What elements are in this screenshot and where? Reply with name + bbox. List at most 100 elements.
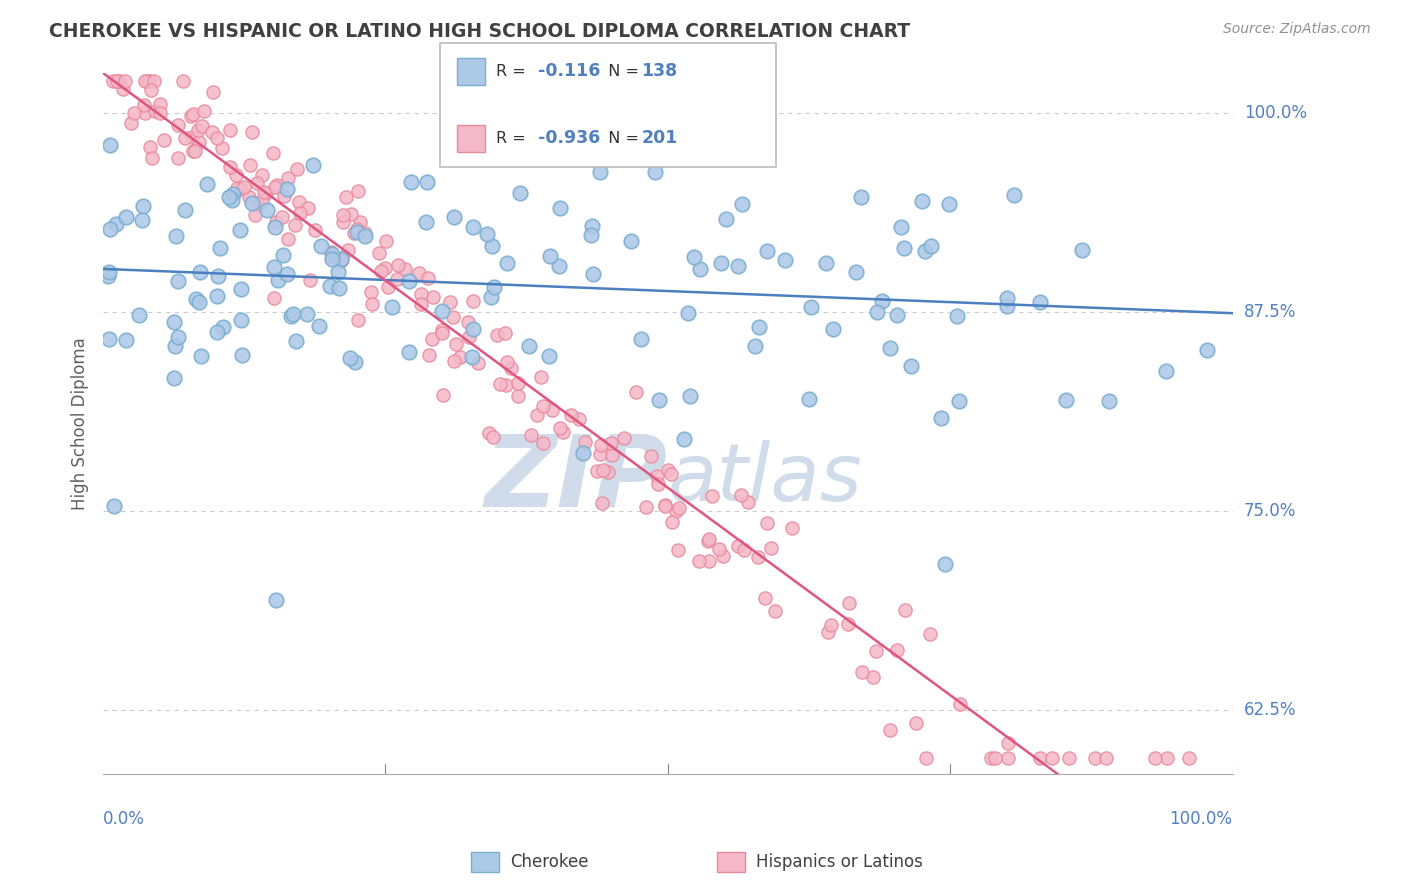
Point (163, 314, 186, 328)
Point (995, 300, 1018, 314)
Point (139, 140, 162, 154)
Point (330, 254, 353, 268)
Point (599, 435, 621, 450)
Point (218, 190, 240, 204)
Point (731, 197, 754, 211)
Point (284, 219, 307, 233)
Point (1197, 343, 1219, 358)
Point (346, 184, 368, 198)
Point (1156, 751, 1178, 765)
Point (553, 425, 575, 439)
Point (264, 219, 287, 234)
Point (697, 532, 720, 546)
Point (744, 339, 766, 353)
Point (180, 109, 202, 123)
Point (273, 189, 295, 203)
Point (238, 189, 260, 203)
Point (682, 251, 704, 265)
Point (929, 410, 952, 425)
Text: 138: 138 (641, 62, 678, 80)
Point (915, 751, 938, 765)
Point (659, 467, 682, 482)
Point (301, 158, 323, 172)
Point (640, 449, 662, 463)
Point (1002, 188, 1025, 202)
Point (250, 194, 273, 209)
Point (239, 159, 262, 173)
Point (340, 207, 363, 221)
Point (191, 119, 214, 133)
Point (814, 256, 837, 270)
Text: 87.5%: 87.5% (1244, 303, 1296, 321)
Point (332, 208, 354, 222)
Point (330, 252, 353, 266)
Point (697, 534, 720, 549)
Point (225, 168, 247, 182)
Point (122, 106, 145, 120)
Point (246, 176, 269, 190)
Point (377, 280, 399, 294)
Point (489, 376, 512, 391)
Point (499, 361, 522, 376)
Point (418, 271, 440, 285)
Point (128, 308, 150, 322)
Text: R =: R = (496, 64, 531, 78)
Point (716, 212, 738, 227)
Point (138, 74, 160, 88)
Point (727, 539, 749, 553)
Y-axis label: High School Diploma: High School Diploma (72, 337, 89, 510)
Text: R =: R = (496, 131, 531, 145)
Point (195, 177, 218, 191)
Point (461, 350, 484, 364)
Point (250, 168, 273, 182)
Point (422, 290, 444, 304)
Point (479, 290, 502, 304)
Point (308, 318, 330, 333)
Point (820, 618, 842, 632)
Point (654, 498, 676, 512)
Point (321, 252, 343, 266)
Point (564, 111, 586, 125)
Point (711, 549, 734, 564)
Point (589, 447, 612, 461)
Point (271, 210, 294, 224)
Text: 100.0%: 100.0% (1244, 103, 1306, 122)
Point (1098, 393, 1121, 408)
Point (262, 146, 284, 161)
Point (797, 392, 820, 406)
Point (938, 197, 960, 211)
Point (375, 235, 398, 249)
Point (800, 300, 823, 314)
Point (509, 186, 531, 200)
Point (430, 304, 453, 318)
Point (591, 437, 613, 451)
Point (98, 137, 121, 152)
Point (838, 596, 860, 610)
Point (174, 202, 197, 217)
Point (387, 272, 409, 286)
Point (97, 269, 120, 284)
Point (572, 446, 595, 460)
Point (115, 210, 138, 224)
Point (284, 334, 307, 348)
Point (1154, 364, 1177, 378)
Point (354, 226, 377, 240)
Point (748, 319, 770, 334)
Point (381, 301, 404, 315)
Point (531, 400, 554, 414)
Point (394, 262, 416, 277)
Point (851, 665, 873, 679)
Point (304, 222, 326, 236)
Point (817, 624, 839, 639)
Point (879, 341, 901, 355)
Point (152, 133, 174, 147)
Point (482, 430, 505, 444)
Point (592, 463, 614, 477)
Point (702, 489, 724, 503)
Point (105, 74, 128, 88)
Point (343, 226, 366, 240)
Point (496, 256, 519, 270)
Point (548, 420, 571, 434)
Point (143, 74, 166, 88)
Point (461, 219, 484, 234)
